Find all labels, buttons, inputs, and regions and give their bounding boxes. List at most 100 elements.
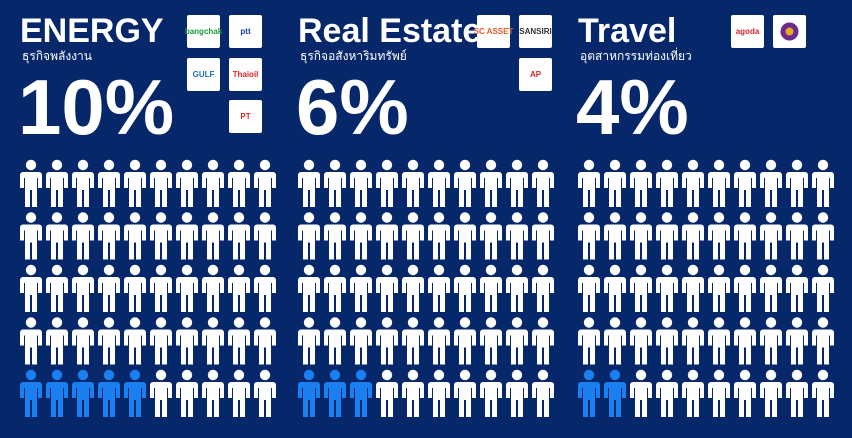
person-icon bbox=[376, 212, 398, 260]
head bbox=[511, 212, 523, 223]
head bbox=[181, 159, 193, 171]
person-icon bbox=[228, 264, 250, 312]
head bbox=[635, 264, 647, 276]
head bbox=[259, 369, 271, 381]
head bbox=[537, 264, 549, 276]
body bbox=[506, 224, 528, 260]
head bbox=[713, 159, 725, 171]
logo-box bbox=[477, 15, 510, 48]
person-icon bbox=[630, 212, 652, 260]
person-icon bbox=[124, 264, 146, 312]
company-logo: SANSIRI bbox=[519, 15, 552, 48]
person-icon bbox=[812, 264, 834, 312]
head bbox=[381, 264, 393, 276]
head bbox=[661, 264, 673, 276]
head bbox=[687, 212, 699, 223]
person-icon bbox=[202, 264, 224, 312]
head bbox=[583, 369, 595, 381]
body bbox=[630, 382, 652, 417]
body bbox=[578, 277, 600, 312]
body bbox=[72, 382, 94, 417]
head bbox=[459, 264, 471, 276]
person-icon bbox=[532, 369, 554, 417]
body bbox=[682, 172, 704, 207]
head bbox=[329, 369, 341, 381]
head bbox=[511, 264, 523, 276]
head bbox=[233, 159, 245, 171]
head bbox=[25, 159, 37, 171]
body bbox=[734, 382, 756, 417]
person-icon bbox=[630, 159, 652, 207]
head bbox=[537, 212, 549, 223]
body bbox=[350, 172, 372, 207]
person-icon bbox=[532, 159, 554, 207]
head bbox=[687, 369, 699, 381]
logo-text: agoda bbox=[736, 27, 760, 36]
head bbox=[713, 369, 725, 381]
head bbox=[259, 212, 271, 223]
person-icon bbox=[578, 212, 600, 260]
person-icon bbox=[298, 317, 320, 365]
body bbox=[480, 382, 502, 417]
head bbox=[817, 159, 829, 171]
body bbox=[376, 329, 398, 365]
person-icon bbox=[734, 264, 756, 312]
body bbox=[20, 277, 42, 312]
body bbox=[20, 172, 42, 207]
company-logo: Thaioil bbox=[229, 58, 262, 91]
head bbox=[233, 212, 245, 223]
head bbox=[381, 317, 393, 328]
person-icon bbox=[656, 317, 678, 365]
body bbox=[228, 172, 250, 207]
head bbox=[303, 159, 315, 171]
body bbox=[228, 329, 250, 365]
body bbox=[682, 382, 704, 417]
person-icon bbox=[760, 159, 782, 207]
person-icon bbox=[46, 159, 68, 207]
head bbox=[713, 264, 725, 276]
person-icon bbox=[98, 264, 120, 312]
body bbox=[402, 329, 424, 365]
highlighted-person bbox=[578, 369, 600, 417]
body bbox=[480, 224, 502, 260]
body bbox=[682, 329, 704, 365]
person-icon bbox=[254, 212, 276, 260]
body bbox=[708, 329, 730, 365]
head bbox=[537, 159, 549, 171]
person-icon bbox=[480, 159, 502, 207]
head bbox=[635, 159, 647, 171]
body bbox=[454, 172, 476, 207]
person-icon bbox=[656, 159, 678, 207]
body bbox=[46, 224, 68, 260]
body bbox=[604, 172, 626, 207]
head bbox=[51, 159, 63, 171]
head bbox=[25, 369, 37, 381]
percent-label: 10% bbox=[18, 63, 174, 151]
body bbox=[254, 224, 276, 260]
body bbox=[506, 382, 528, 417]
person-icon bbox=[176, 159, 198, 207]
person-icon bbox=[176, 317, 198, 365]
person-icon bbox=[480, 317, 502, 365]
body bbox=[532, 277, 554, 312]
person-icon bbox=[532, 212, 554, 260]
person-icon bbox=[324, 212, 346, 260]
person-icon bbox=[708, 212, 730, 260]
person-icon bbox=[506, 264, 528, 312]
head bbox=[155, 369, 167, 381]
person-icon bbox=[578, 317, 600, 365]
body bbox=[682, 224, 704, 260]
person-icon bbox=[202, 159, 224, 207]
body bbox=[254, 382, 276, 417]
body bbox=[150, 382, 172, 417]
person-icon bbox=[812, 159, 834, 207]
body bbox=[228, 277, 250, 312]
body bbox=[812, 329, 834, 365]
body bbox=[506, 329, 528, 365]
person-icon bbox=[402, 317, 424, 365]
head bbox=[635, 369, 647, 381]
head bbox=[687, 317, 699, 328]
highlighted-person bbox=[324, 369, 346, 417]
head bbox=[433, 159, 445, 171]
body bbox=[176, 329, 198, 365]
